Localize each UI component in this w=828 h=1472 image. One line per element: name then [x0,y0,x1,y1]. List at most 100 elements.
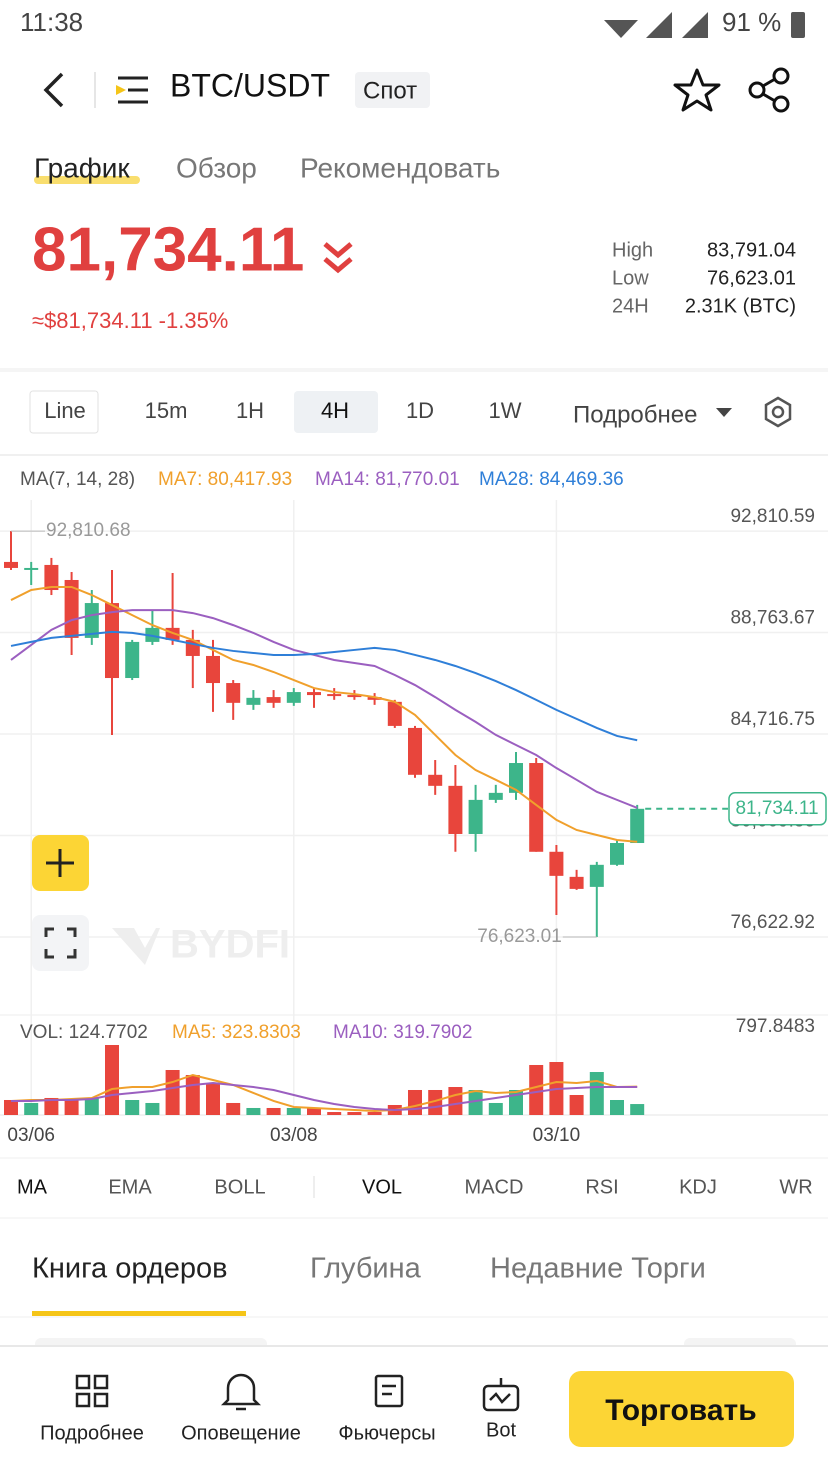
volume-ma-legend: MA10: 319.7902 [333,1022,472,1043]
share-button[interactable] [748,81,766,99]
nav-icon-more [75,1374,91,1390]
interval-button[interactable]: 15m [145,398,188,423]
favorite-button[interactable] [673,68,721,112]
volume-bar [428,1089,443,1115]
volume-bar [4,1099,18,1115]
volume-bar [185,1074,200,1115]
fullscreen-icon [67,927,77,937]
battery-level: 91 % [722,7,781,37]
volume-ma-legend: MA5: 323.8303 [172,1022,301,1043]
indicator-button[interactable]: MA [17,1176,48,1198]
volume-bar [165,1069,180,1115]
book-tab[interactable]: Глубина [310,1253,422,1285]
candle-body [488,792,503,800]
fullscreen-button[interactable] [32,915,89,971]
fullscreen-icon [67,949,77,959]
menu-icon[interactable] [116,76,148,104]
volume-bar [307,1107,321,1115]
nav-item[interactable]: Bot [486,1419,516,1441]
fullscreen-icon [44,927,77,959]
volume-title: VOL: 124.7702 [20,1022,148,1043]
current-price-label: 81,734.11 [735,798,818,819]
nav-item[interactable]: Фьючерсы [338,1422,435,1444]
settings-button[interactable] [764,396,792,428]
candle-body [327,694,342,697]
candle-body [206,655,220,684]
interval-button[interactable]: Line [44,398,86,423]
tab-underline [34,176,140,184]
volume-bar [105,1045,119,1115]
interval-button[interactable]: 1W [489,398,522,423]
wifi-icon [604,20,638,38]
ma-line [10,609,638,809]
share-button[interactable] [772,95,790,113]
tab[interactable]: График [34,152,130,183]
status-icons [604,12,805,38]
watermark-logo [112,928,160,965]
book-tab[interactable]: Недавние Торги [490,1253,706,1285]
share-button[interactable] [762,92,776,103]
pair-name: BTC/USDT [170,67,330,103]
back-button[interactable] [43,72,64,108]
candle-body [468,799,483,834]
x-tick-label: 03/06 [7,1125,55,1146]
indicator-button[interactable]: MACD [465,1176,524,1198]
candle-body [307,692,321,696]
interval-button[interactable]: 1H [236,398,264,423]
more-button[interactable]: Подробнее [573,401,697,428]
ma-legend: MA7: 80,417.93 [158,469,292,490]
low-label: 76,623.01 [477,926,562,947]
candle-body [44,564,59,591]
nav-icon-bot [489,1392,511,1404]
market-badge-text: Спот [363,77,417,104]
current-price-box [728,792,827,826]
share-button[interactable] [748,67,790,113]
indicator-button[interactable]: RSI [585,1176,618,1198]
menu-icon[interactable] [116,85,126,95]
stat-value: 76,623.01 [707,267,796,289]
volume-bar [145,1102,160,1115]
interval-button[interactable]: 1D [406,398,434,423]
plus-icon [46,849,74,877]
book-tab[interactable]: Книга ордеров [32,1253,228,1285]
share-button[interactable] [772,67,790,85]
volume-bar [226,1102,241,1115]
indicator-button[interactable]: BOLL [214,1176,265,1198]
indicator-button[interactable]: VOL [362,1176,402,1198]
volume-bar [206,1082,220,1115]
tab[interactable]: Рекомендовать [300,152,500,183]
book-tab-underline [32,1311,246,1316]
volume-ma-line [11,1081,638,1112]
ma-line [10,586,638,843]
stat-label: 24H [612,295,649,317]
candle-body [569,876,584,889]
tab[interactable]: Обзор [176,152,257,183]
volume-bar [569,1094,584,1115]
settings-button[interactable] [764,396,792,428]
stat-label: Low [612,267,649,289]
candle-body [105,603,119,679]
line-button-box [29,390,99,434]
candle-body [226,683,241,703]
candle-body [408,727,422,775]
ma-legend: MA28: 84,469.36 [479,469,624,490]
x-tick-label: 03/10 [533,1125,581,1146]
share-button[interactable] [762,77,776,88]
candle-body [589,864,604,887]
volume-bar [24,1102,39,1115]
indicator-button[interactable]: KDJ [679,1176,717,1198]
volume-bar [610,1099,624,1115]
candle-body [529,763,544,852]
trade-button[interactable] [569,1371,794,1447]
nav-item[interactable]: Оповещение [181,1422,301,1444]
settings-button[interactable] [771,405,785,419]
active-interval-bg [294,391,378,433]
volume-ma-line [10,1073,638,1112]
indicator-button[interactable]: EMA [108,1176,152,1198]
interval-button[interactable]: 4H [321,398,349,423]
down-arrow [323,257,353,274]
volume-bar [347,1112,362,1115]
indicator-button[interactable]: WR [779,1176,812,1198]
nav-item[interactable]: Подробнее [40,1422,144,1444]
